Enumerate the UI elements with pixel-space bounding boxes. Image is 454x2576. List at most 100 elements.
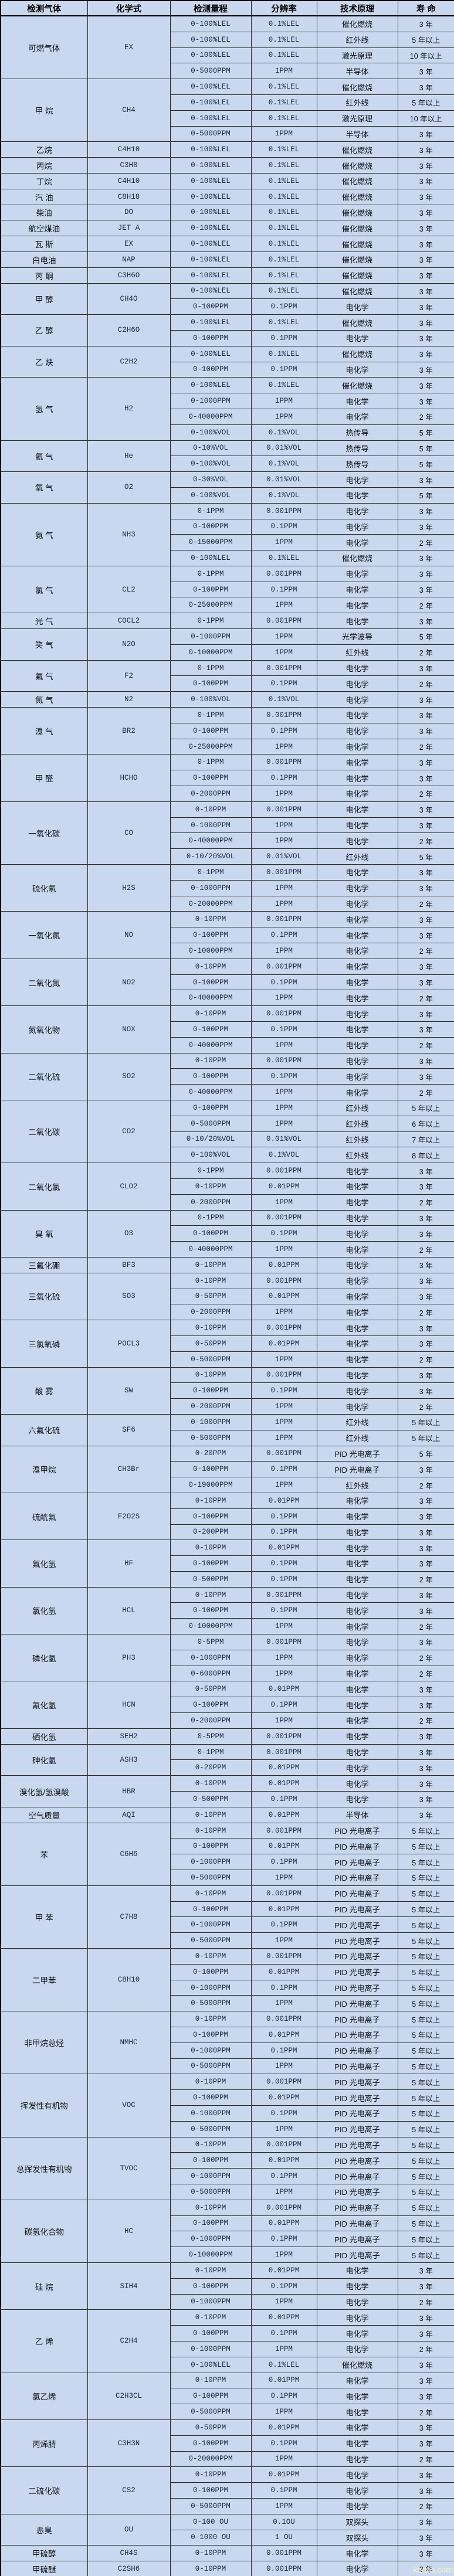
range-cell: 0-100PPM [170, 2325, 252, 2341]
principle-cell: 电化学 [316, 502, 398, 519]
resolution-cell: 0.001PPM [250, 958, 317, 975]
principle-cell: 电化学 [316, 1665, 398, 1682]
table-row: 0-100PPM 0.1PPM 电化学 3 年 [1, 361, 454, 378]
resolution-cell: 0.1PPM [250, 329, 317, 346]
lifespan-cell: 5 年以上 [397, 2152, 454, 2169]
table-row: 0-1000PPM 0.1PPM PID 光电离子 5 年以上 [1, 2168, 454, 2184]
formula-cell: CO2 [87, 1099, 171, 1164]
resolution-cell: 0.001PPM [250, 1885, 317, 1902]
resolution-cell: 1PPM [250, 2451, 317, 2468]
formula-cell: C2H2 [87, 345, 171, 378]
principle-cell: 电化学 [316, 1163, 398, 1179]
principle-cell: 半导体 [316, 125, 398, 142]
table-row: 六氟化硫 SF6 0-1000PPM 1PPM 红外线 5 年以上 [0, 1413, 454, 1446]
lifespan-cell: 6 年以上 [397, 1115, 454, 1132]
lifespan-cell: 5 年以上 [397, 1838, 454, 1855]
formula-cell: VOC [87, 2074, 171, 2137]
lifespan-cell: 3 年 [397, 722, 454, 739]
principle-cell: 电化学 [316, 2293, 398, 2310]
range-cell: 0-10PPM [170, 1948, 252, 1965]
lifespan-cell: 3 年 [397, 1806, 454, 1823]
resolution-cell: 0.01PPM [250, 1681, 317, 1698]
table-row: 一氧化碳 CO 0-10PPM 0.001PPM 电化学 3 年 [0, 801, 454, 865]
range-cell: 0-1000PPM [170, 2340, 252, 2357]
principle-cell: PID 光电离子 [316, 2231, 398, 2248]
formula-cell: F2O2S [87, 1492, 171, 1541]
formula-cell: NMHC [87, 2011, 171, 2075]
lifespan-cell: 2 年 [397, 1712, 454, 1729]
table-row: 0-100PPM 0.1PPM 电化学 3 年 [1, 518, 454, 535]
lifespan-cell: 3 年 [397, 345, 454, 362]
lifespan-cell: 3 年 [397, 2545, 454, 2562]
resolution-cell: 0.01PPM [250, 2262, 317, 2279]
lifespan-cell: 3 年 [397, 1728, 454, 1745]
gas-name-cell: 氨 气 [0, 502, 88, 566]
principle-cell: 电化学 [316, 2309, 398, 2326]
lifespan-cell: 2 年 [397, 832, 454, 849]
resolution-cell: 1PPM [250, 597, 317, 614]
table-row: 恶臭 OU 0-100 OU 0.1OU 双探头 3 年 [0, 2513, 454, 2546]
resolution-cell: 1PPM [250, 644, 317, 661]
gas-name-cell: 二氧化碳 [0, 1099, 88, 1164]
table-row: 甲硫醚 C2SH6 0-10PPM 0.001PPM 电化学 3 年 [0, 2561, 454, 2576]
resolution-cell: 0.001PPM [250, 754, 317, 771]
resolution-cell: 0.1PPM [250, 1697, 317, 1714]
range-cell: 0-40000PPM [170, 990, 252, 1007]
resolution-cell: 0.001PPM [250, 1320, 317, 1336]
range-cell: 0-25000PPM [170, 738, 252, 755]
table-row: 0-5000PPM 1PPM 电化学 2 年 [1, 2404, 454, 2420]
lifespan-cell: 5 年以上 [397, 2105, 454, 2122]
lifespan-cell: 2 年 [397, 1084, 454, 1100]
resolution-cell: 0.01PPM [250, 2027, 317, 2043]
range-cell: 0-10PPM [170, 911, 252, 928]
resolution-cell: 0.01PPM [250, 2419, 317, 2436]
table-row: 氰化氢 HCN 0-50PPM 0.01PPM 电化学 3 年 [0, 1681, 454, 1729]
lifespan-cell: 3 年 [397, 2513, 454, 2530]
resolution-cell: 0.001PPM [250, 911, 317, 928]
column-header-4: 技术原理 [316, 0, 398, 16]
table-row: 氯乙烯 C2H3CL 0-10PPM 0.01PPM 电化学 3 年 [0, 2372, 454, 2420]
lifespan-cell: 3 年 [397, 770, 454, 787]
resolution-cell: 1PPM [250, 2293, 317, 2310]
range-cell: 0-40000PPM [170, 408, 252, 425]
resolution-cell: 0.001PPM [250, 2074, 317, 2091]
table-row: 0-100PPM 0.1PPM 电化学 3 年 [1, 1602, 454, 1619]
table-row: 航空煤油 JET A 0-100%LEL 0.1%LEL 催化燃烧 3 年 [0, 220, 454, 237]
table-row: 0-5000PPM 1PPM PID 光电离子 5 年以上 [1, 2058, 454, 2075]
lifespan-cell: 3 年 [397, 879, 454, 896]
principle-cell: 电化学 [316, 1068, 398, 1085]
lifespan-cell: 3 年 [397, 2482, 454, 2499]
table-row: 0-2000PPM 1PPM 电化学 2 年 [1, 786, 454, 802]
lifespan-cell: 3 年 [397, 172, 454, 189]
resolution-cell: 1PPM [250, 393, 317, 409]
principle-cell: 红外线 [316, 1115, 398, 1132]
lifespan-cell: 5 年以上 [397, 2074, 454, 2091]
lifespan-cell: 5 年 [397, 1445, 454, 1462]
gas-name-cell: 砷化氢 [0, 1744, 88, 1776]
table-row: 0-100PPM 0.1PPM 电化学 3 年 [1, 974, 454, 991]
range-cell: 0-20000PPM [170, 895, 252, 912]
table-row: 硅 烷 SIH4 0-10PPM 0.01PPM 电化学 3 年 [0, 2262, 454, 2310]
gas-name-cell: 汽 油 [0, 188, 88, 205]
table-row: 0-20000PPM 1PPM 电化学 2 年 [1, 2451, 454, 2468]
lifespan-cell: 10 年以上 [397, 110, 454, 127]
resolution-cell: 0.001PPM [250, 1822, 317, 1839]
principle-cell: 电化学 [316, 1744, 398, 1761]
table-row: 氦 气 He 0-10%VOL 0.01%VOL 热传导 5 年 [0, 440, 454, 473]
range-cell: 0-10000PPM [170, 2247, 252, 2263]
table-row: 0-100PPM 0.1PPM PID 光电离子 3 年 [1, 1461, 454, 1478]
table-row: 0-1000PPM 0.1PPM PID 光电离子 5 年以上 [1, 2042, 454, 2059]
lifespan-cell: 2 年 [397, 1477, 454, 1493]
principle-cell: PID 光电离子 [316, 2215, 398, 2232]
resolution-cell: 0.001PPM [250, 660, 317, 677]
lifespan-cell: 3 年 [397, 2466, 454, 2483]
principle-cell: 电化学 [316, 329, 398, 346]
principle-cell: 电化学 [316, 786, 398, 802]
lifespan-cell: 3 年 [397, 1288, 454, 1305]
principle-cell: 电化学 [316, 1681, 398, 1698]
resolution-cell: 0.1%LEL [250, 251, 317, 268]
lifespan-cell: 3 年 [397, 958, 454, 975]
principle-cell: 电化学 [316, 1759, 398, 1776]
gas-name-cell: 氮氧化物 [0, 1005, 88, 1053]
principle-cell: 电化学 [316, 1256, 398, 1273]
